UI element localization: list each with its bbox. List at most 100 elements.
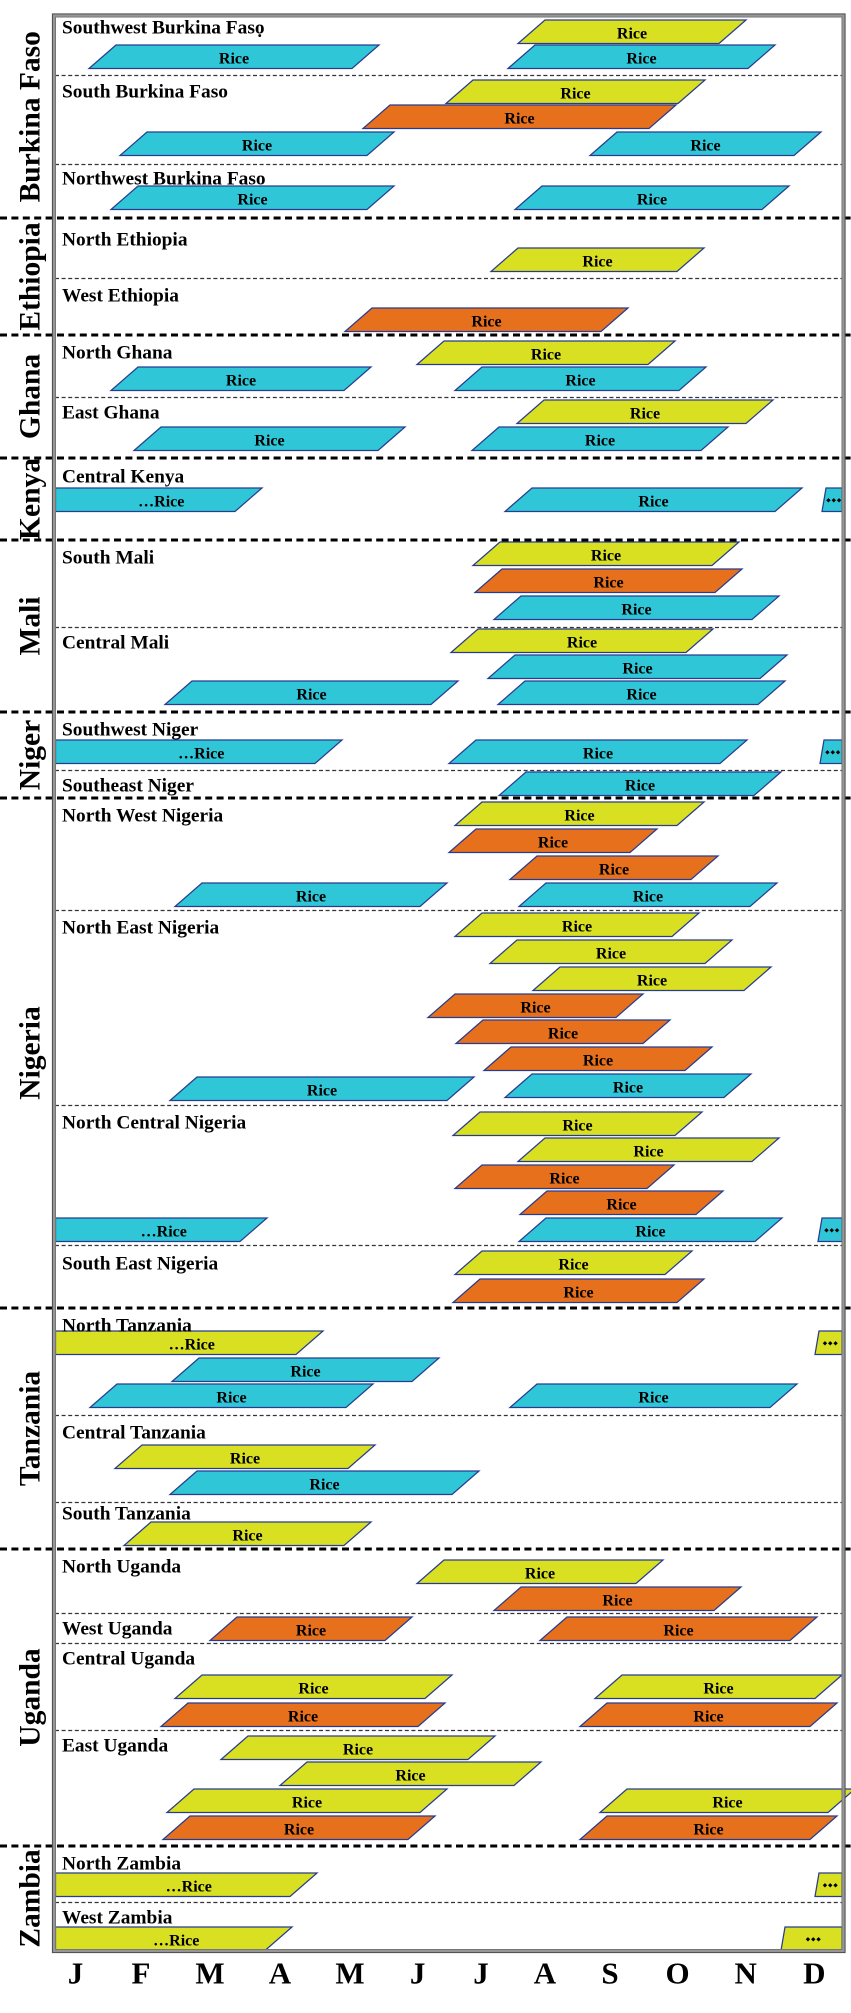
- svg-text:Uganda: Uganda: [15, 1648, 47, 1747]
- svg-text:Rice: Rice: [254, 433, 284, 450]
- svg-text:Rice: Rice: [703, 1681, 733, 1698]
- svg-text:Central Uganda: Central Uganda: [62, 1649, 195, 1670]
- svg-text:J: J: [473, 1956, 489, 1991]
- svg-text:Rice: Rice: [621, 602, 651, 619]
- svg-text:Rice: Rice: [599, 862, 629, 879]
- svg-text:Mali: Mali: [15, 597, 47, 656]
- svg-text:Rice: Rice: [504, 111, 534, 128]
- svg-text:Central Kenya: Central Kenya: [62, 467, 185, 488]
- svg-text:North Zambia: North Zambia: [62, 1854, 181, 1875]
- svg-text:Rice: Rice: [288, 1709, 318, 1726]
- svg-text:Rice: Rice: [284, 1822, 314, 1839]
- svg-text:East Uganda: East Uganda: [62, 1736, 168, 1757]
- svg-text:Rice: Rice: [563, 1285, 593, 1302]
- svg-text:Ethiopia: Ethiopia: [15, 222, 47, 330]
- svg-text:Rice: Rice: [538, 835, 568, 852]
- svg-text:North Central Nigeria: North Central Nigeria: [62, 1113, 246, 1134]
- svg-text:…Rice: …Rice: [153, 1933, 199, 1950]
- svg-text:Rice: Rice: [613, 1080, 643, 1097]
- svg-text:Rice: Rice: [296, 1623, 326, 1640]
- svg-text:Rice: Rice: [564, 808, 594, 825]
- svg-text:West Uganda: West Uganda: [62, 1619, 173, 1640]
- svg-text:Rice: Rice: [638, 494, 668, 511]
- svg-text:Rice: Rice: [298, 1681, 328, 1698]
- svg-text:Rice: Rice: [292, 1795, 322, 1812]
- svg-text:Rice: Rice: [395, 1768, 425, 1785]
- svg-text:Rice: Rice: [637, 192, 667, 209]
- svg-text:South East Nigeria: South East Nigeria: [62, 1254, 219, 1275]
- svg-text:Rice: Rice: [562, 919, 592, 936]
- svg-text:Rice: Rice: [296, 889, 326, 906]
- svg-text:Rice: Rice: [633, 889, 663, 906]
- svg-text:Rice: Rice: [565, 373, 595, 390]
- svg-text:Rice: Rice: [712, 1795, 742, 1812]
- svg-text:Rice: Rice: [471, 314, 501, 331]
- svg-text:Rice: Rice: [343, 1742, 373, 1759]
- svg-text:Rice: Rice: [602, 1593, 632, 1610]
- svg-text:D: D: [803, 1956, 825, 1991]
- svg-text:…Rice: …Rice: [169, 1337, 215, 1354]
- svg-text:Rice: Rice: [593, 575, 623, 592]
- svg-text:Rice: Rice: [226, 373, 256, 390]
- svg-text:Northwest Burkina Faso: Northwest Burkina Faso: [62, 169, 266, 190]
- svg-text:Southwest Burkina Fasọ: Southwest Burkina Fasọ: [62, 18, 265, 39]
- svg-text:Central Mali: Central Mali: [62, 633, 170, 654]
- svg-text:North Uganda: North Uganda: [62, 1557, 181, 1578]
- svg-text:A: A: [534, 1956, 557, 1991]
- svg-text:Rice: Rice: [230, 1451, 260, 1468]
- svg-text:Burkina Faso: Burkina Faso: [15, 31, 47, 202]
- svg-text:Kenya: Kenya: [15, 458, 47, 540]
- svg-text:Rice: Rice: [219, 51, 249, 68]
- svg-text:North East Nigeria: North East Nigeria: [62, 918, 220, 939]
- svg-text:Rice: Rice: [307, 1083, 337, 1100]
- svg-text:Rice: Rice: [635, 1224, 665, 1241]
- svg-text:Rice: Rice: [582, 254, 612, 271]
- svg-text:West Zambia: West Zambia: [62, 1908, 173, 1929]
- svg-text:Rice: Rice: [637, 973, 667, 990]
- svg-text:South Tanzania: South Tanzania: [62, 1504, 191, 1525]
- svg-text:M: M: [335, 1956, 364, 1991]
- svg-text:East Ghana: East Ghana: [62, 403, 160, 424]
- svg-text:Rice: Rice: [663, 1623, 693, 1640]
- svg-text:Rice: Rice: [630, 406, 660, 423]
- svg-text:Rice: Rice: [626, 51, 656, 68]
- svg-text:M: M: [195, 1956, 224, 1991]
- svg-text:S: S: [601, 1956, 618, 1991]
- svg-text:Rice: Rice: [232, 1528, 262, 1545]
- svg-text:…Rice: …Rice: [166, 1879, 212, 1896]
- svg-text:Rice: Rice: [216, 1390, 246, 1407]
- svg-text:Rice: Rice: [548, 1026, 578, 1043]
- svg-text:Rice: Rice: [583, 1053, 613, 1070]
- svg-text:Rice: Rice: [626, 687, 656, 704]
- svg-text:Rice: Rice: [633, 1144, 663, 1161]
- svg-text:Rice: Rice: [567, 635, 597, 652]
- svg-text:J: J: [68, 1956, 84, 1991]
- svg-text:South Mali: South Mali: [62, 548, 155, 569]
- svg-text:Rice: Rice: [591, 548, 621, 565]
- svg-text:Rice: Rice: [622, 661, 652, 678]
- svg-text:Southeast Niger: Southeast Niger: [62, 776, 194, 797]
- svg-text:Rice: Rice: [606, 1197, 636, 1214]
- svg-text:Niger: Niger: [15, 720, 47, 790]
- svg-text:South Burkina Faso: South Burkina Faso: [62, 82, 228, 103]
- svg-text:North Ethiopia: North Ethiopia: [62, 230, 188, 251]
- svg-text:Rice: Rice: [531, 347, 561, 364]
- svg-text:Rice: Rice: [562, 1118, 592, 1135]
- svg-text:Rice: Rice: [560, 86, 590, 103]
- svg-text:F: F: [132, 1956, 151, 1991]
- svg-text:Southwest Niger: Southwest Niger: [62, 720, 199, 741]
- svg-text:Rice: Rice: [237, 192, 267, 209]
- svg-text:North West Nigeria: North West Nigeria: [62, 806, 224, 827]
- svg-text:…Rice: …Rice: [138, 494, 184, 511]
- svg-text:Rice: Rice: [549, 1171, 579, 1188]
- svg-text:Central Tanzania: Central Tanzania: [62, 1423, 206, 1444]
- svg-text:Nigeria: Nigeria: [15, 1006, 47, 1100]
- svg-text:Rice: Rice: [296, 687, 326, 704]
- svg-text:Rice: Rice: [625, 778, 655, 795]
- svg-text:Rice: Rice: [693, 1822, 723, 1839]
- svg-text:Rice: Rice: [596, 946, 626, 963]
- svg-text:A: A: [269, 1956, 292, 1991]
- svg-text:Rice: Rice: [617, 26, 647, 43]
- svg-text:North Ghana: North Ghana: [62, 343, 173, 364]
- svg-text:Rice: Rice: [558, 1257, 588, 1274]
